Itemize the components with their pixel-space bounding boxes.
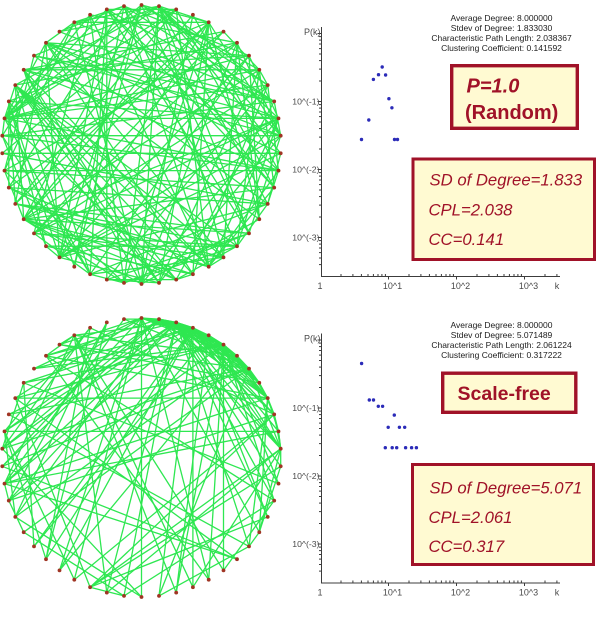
svg-text:10^(-3): 10^(-3) (292, 539, 319, 549)
svg-text:Characteristic Path Length: 2.: Characteristic Path Length: 2.061224 (431, 340, 572, 350)
svg-text:CPL=2.038: CPL=2.038 (429, 201, 514, 220)
svg-text:CPL=2.061: CPL=2.061 (429, 508, 513, 527)
svg-text:1: 1 (317, 281, 322, 291)
svg-text:P(k): P(k) (304, 334, 321, 344)
svg-text:Average Degree: 8.000000: Average Degree: 8.000000 (451, 320, 553, 330)
svg-text:10^(-2): 10^(-2) (292, 471, 319, 481)
svg-text:10^(-3): 10^(-3) (292, 233, 319, 243)
svg-text:10^(-1): 10^(-1) (292, 97, 319, 107)
svg-text:1: 1 (317, 588, 322, 598)
svg-text:10^(-1): 10^(-1) (292, 403, 319, 413)
svg-text:k: k (555, 281, 560, 291)
svg-text:10^(-2): 10^(-2) (292, 165, 319, 175)
svg-text:Stdev of Degree: 1.833030: Stdev of Degree: 1.833030 (451, 23, 553, 33)
svg-text:10^3: 10^3 (519, 281, 538, 291)
svg-text:10^3: 10^3 (519, 588, 538, 598)
svg-text:10^2: 10^2 (451, 281, 470, 291)
svg-text:P(k): P(k) (304, 27, 321, 37)
svg-text:Clustering Coefficient: 0.1415: Clustering Coefficient: 0.141592 (441, 43, 562, 53)
svg-text:Characteristic Path Length: 2.: Characteristic Path Length: 2.038367 (431, 33, 572, 43)
svg-text:Clustering Coefficient: 0.3172: Clustering Coefficient: 0.317222 (441, 350, 562, 360)
svg-text:CC=0.317: CC=0.317 (429, 537, 505, 556)
svg-text:Average Degree: 8.000000: Average Degree: 8.000000 (451, 13, 553, 23)
svg-text:CC=0.141: CC=0.141 (429, 230, 505, 249)
svg-text:10^1: 10^1 (383, 588, 402, 598)
svg-text:10^1: 10^1 (383, 281, 402, 291)
svg-text:SD of Degree=5.071: SD of Degree=5.071 (430, 479, 583, 498)
svg-text:Scale-free: Scale-free (458, 383, 551, 405)
svg-text:Stdev of Degree: 5.071489: Stdev of Degree: 5.071489 (451, 330, 553, 340)
svg-text:P=1.0: P=1.0 (467, 76, 520, 98)
svg-text:SD of Degree=1.833: SD of Degree=1.833 (430, 170, 583, 189)
svg-text:k: k (555, 588, 560, 598)
svg-text:(Random): (Random) (465, 102, 558, 124)
svg-text:10^2: 10^2 (451, 588, 470, 598)
